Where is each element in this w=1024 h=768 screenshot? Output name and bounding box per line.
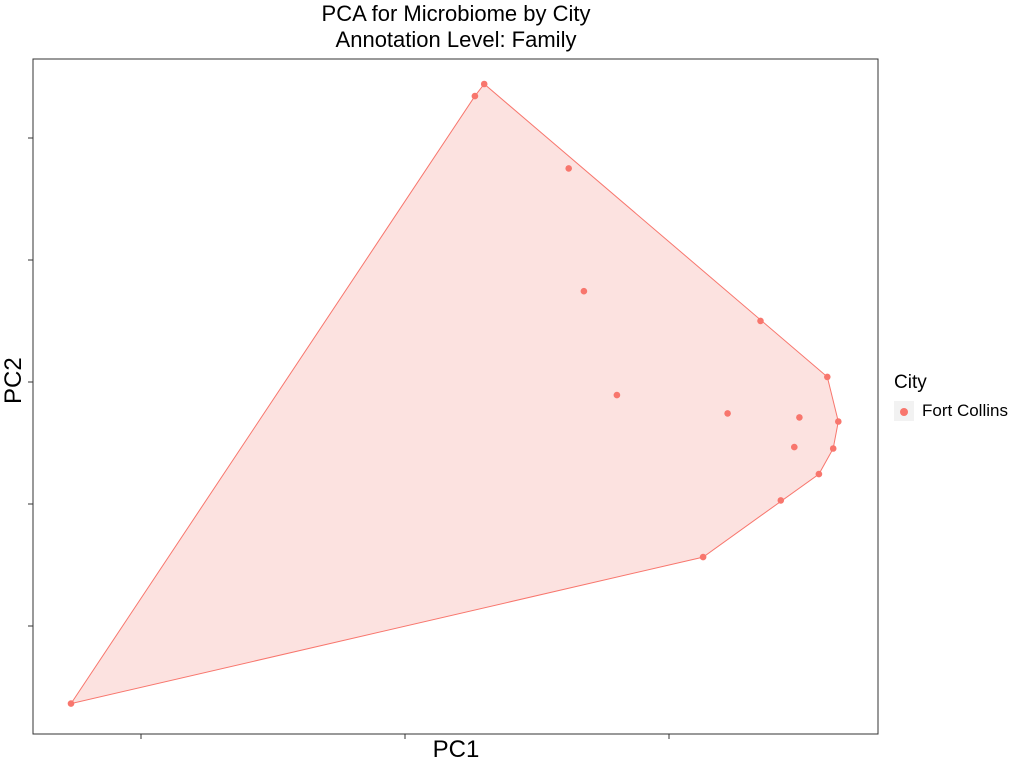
data-point — [724, 410, 731, 417]
y-axis-ticks — [28, 137, 33, 627]
data-point — [796, 414, 803, 421]
legend-label: Fort Collins — [922, 401, 1008, 420]
data-point — [757, 317, 764, 325]
data-point — [699, 553, 707, 561]
legend-title: City — [894, 372, 927, 393]
y-axis-label: PC2 — [0, 357, 27, 404]
chart-title: PCA for Microbiome by City — [321, 1, 591, 26]
data-point — [580, 287, 588, 295]
x-axis-ticks — [140, 734, 670, 739]
legend-marker-icon — [900, 408, 908, 416]
data-point — [791, 443, 798, 451]
data-point — [815, 470, 823, 478]
data-point — [565, 165, 572, 172]
x-axis-label: PC1 — [432, 736, 480, 763]
data-point — [835, 418, 842, 425]
legend-key — [894, 401, 914, 421]
data-point — [67, 700, 75, 707]
chart-subtitle: Annotation Level: Family — [335, 27, 577, 52]
data-point — [480, 80, 488, 88]
data-point — [824, 373, 831, 381]
data-point — [829, 445, 837, 452]
data-point — [777, 497, 785, 504]
data-point — [471, 92, 479, 100]
series-marks — [67, 80, 842, 707]
data-point — [613, 391, 621, 399]
